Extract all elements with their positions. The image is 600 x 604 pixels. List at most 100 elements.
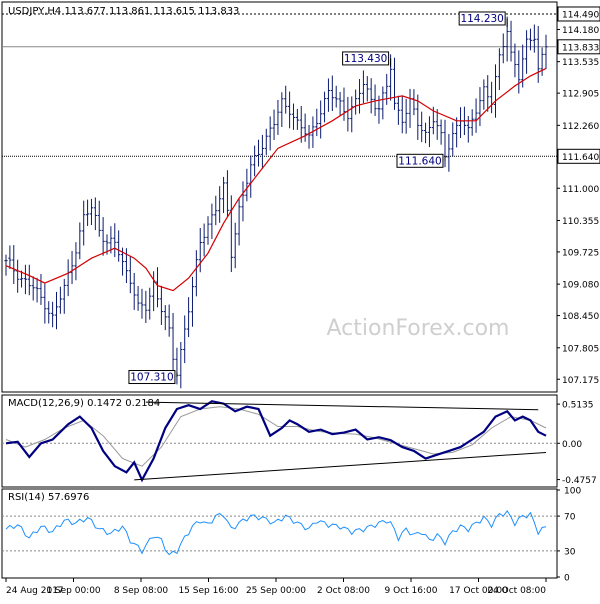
price-bar (58, 286, 62, 314)
price-tick-label: 110.355 (562, 217, 599, 227)
time-tick-label: 24 Aug 2017 (6, 586, 64, 596)
price-bar (194, 250, 198, 297)
price-bar (474, 98, 478, 133)
price-bar (287, 91, 292, 129)
price-bar (202, 223, 206, 257)
price-tick-label: 111.640 (562, 153, 599, 163)
price-bar (190, 276, 195, 327)
price-bar (486, 75, 490, 112)
price-bar (19, 270, 24, 288)
price-bar (101, 217, 105, 256)
price-header: USDJPY,H4 113.677 113.861 113.615 113.83… (8, 6, 239, 17)
macd-tick-label: -0.4757 (562, 476, 597, 486)
macd-tick-label: 0.00 (562, 440, 582, 450)
price-bar (322, 91, 327, 123)
last-price-tag: 113.833 (562, 43, 599, 53)
price-bar (392, 57, 397, 110)
macd-signal-line (5, 406, 547, 467)
price-bar (89, 198, 94, 226)
price-bar (451, 122, 455, 157)
macd-trendline (145, 401, 539, 411)
price-bar (404, 98, 408, 134)
price-bar (365, 76, 369, 102)
price-bar (62, 278, 66, 314)
price-bar (268, 116, 272, 151)
price-bar (280, 92, 284, 128)
price-tick-label: 113.535 (562, 58, 599, 68)
price-layer: 107.310 113.430 111.640 114.230 (2, 11, 557, 389)
price-tick-label: 114.490 (562, 10, 599, 20)
price-bar (132, 272, 136, 310)
price-bar (303, 113, 307, 142)
rsi-tick-label: 0 (564, 574, 570, 584)
moving-average-line (5, 67, 547, 292)
price-bar (136, 286, 140, 311)
price-tick-label: 109.725 (562, 248, 599, 258)
time-tick-label: 8 Sep 08:00 (114, 586, 169, 596)
price-bar (536, 26, 540, 83)
macd-line (5, 400, 547, 483)
price-bar (74, 242, 78, 281)
price-bar (117, 230, 121, 262)
price-bar (54, 291, 59, 330)
price-tick-label: 107.175 (562, 376, 599, 386)
price-bar (113, 223, 117, 258)
price-bar (253, 145, 257, 177)
price-bar (47, 301, 51, 324)
price-bar (82, 200, 86, 246)
price-bar (295, 108, 299, 130)
price-bar (163, 305, 167, 331)
price-bar (148, 287, 152, 320)
price-bar (260, 134, 265, 170)
price-bar (140, 288, 144, 319)
price-bar (221, 176, 226, 214)
price-bar (319, 100, 323, 139)
price-bar (8, 245, 12, 269)
watermark: ActionForex.com (327, 316, 510, 341)
price-bar (31, 276, 35, 301)
price-bar (93, 197, 97, 231)
price-bar (245, 168, 249, 202)
price-bar (276, 99, 280, 135)
price-bar (357, 79, 362, 114)
price-bar (214, 195, 218, 226)
price-bar (237, 198, 241, 246)
price-bar (528, 28, 533, 51)
annotation-box (458, 11, 506, 26)
rsi-panel-frame (1, 488, 558, 579)
price-bar (256, 139, 261, 167)
price-bar (43, 283, 47, 324)
price-bar (470, 109, 474, 136)
macd-header: MACD(12,26,9) 0.1472 0.2184 (8, 398, 160, 409)
price-bar (326, 78, 331, 112)
price-bar (350, 96, 354, 133)
price-bar (439, 119, 443, 145)
annotation-box (342, 51, 390, 66)
price-bar (330, 75, 334, 112)
price-bar (264, 128, 268, 156)
price-bar (423, 122, 428, 144)
price-bar (78, 222, 82, 260)
rsi-layer (2, 510, 557, 556)
price-bar (27, 264, 31, 296)
price-tick-label: 109.080 (562, 281, 599, 291)
price-bar (70, 250, 74, 285)
macd-tick-label: 0.5135 (562, 401, 594, 411)
time-tick-label: 17 Oct 00:00 (449, 586, 508, 596)
price-bar (311, 116, 315, 148)
price-bar (299, 105, 303, 143)
price-bar (416, 94, 420, 140)
price-bar (272, 109, 276, 141)
price-bar (225, 170, 230, 218)
price-bar (509, 20, 513, 62)
price-bar (493, 64, 498, 118)
price-bar (517, 50, 521, 94)
price-bar (51, 301, 55, 328)
time-tick-label: 25 Sep 00:00 (246, 586, 306, 596)
price-bar (39, 273, 43, 305)
macd-panel-frame (1, 394, 558, 488)
time-tick-label: 24 Oct 08:00 (487, 586, 546, 596)
price-bar (361, 70, 366, 104)
price-tick-label: 112.260 (562, 122, 599, 132)
